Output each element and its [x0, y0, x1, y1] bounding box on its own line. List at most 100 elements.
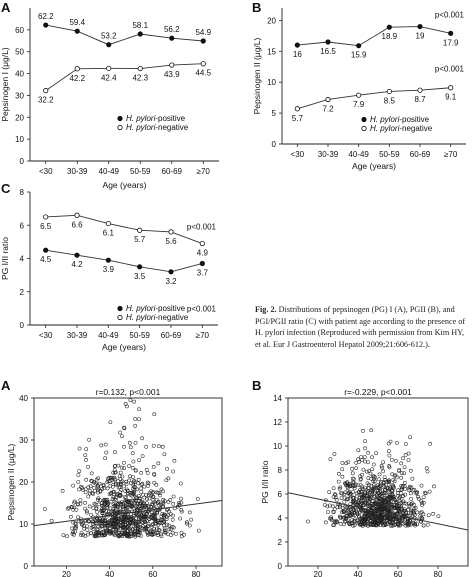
data-point: [294, 106, 300, 112]
scatter-point: [389, 488, 394, 493]
scatter-point: [105, 504, 109, 509]
scatter-point: [342, 515, 346, 520]
plot-frame: [287, 397, 469, 567]
scatter-point: [87, 437, 91, 442]
scatter-point: [381, 490, 386, 495]
scatter-point: [179, 500, 184, 505]
scatter-point: [382, 483, 386, 488]
data-point: [137, 31, 143, 37]
scatter-point: [409, 485, 414, 490]
scatter-point: [331, 510, 336, 514]
data-label: 58.1: [132, 21, 148, 30]
plot-frame: [33, 397, 223, 567]
scatter-point: [122, 466, 126, 470]
scatter-point: [123, 527, 128, 531]
scatter-point: [128, 520, 132, 525]
scatter-point: [107, 476, 112, 480]
data-point: [106, 65, 112, 71]
scatter-point: [152, 480, 157, 485]
scatter-point: [352, 519, 357, 523]
scatter-point: [356, 499, 360, 504]
scatter-point: [116, 485, 121, 490]
scatter-point: [334, 498, 339, 502]
scatter-point: [152, 521, 157, 526]
scatter-point: [343, 490, 348, 495]
scatter-point: [101, 505, 106, 510]
scatter-point: [65, 534, 69, 539]
scatter-point: [155, 533, 160, 537]
scatter-point: [327, 490, 332, 494]
scatter-point: [367, 500, 372, 505]
y-tick-label: 4: [20, 255, 25, 264]
scatter-point: [335, 505, 340, 510]
scatter-point: [389, 509, 394, 514]
scatter-point: [412, 507, 417, 511]
scatter-point: [157, 444, 161, 449]
scatter-point: [419, 510, 424, 514]
scatter-point: [350, 471, 355, 476]
scatter-point: [395, 440, 399, 445]
scatter-point: [139, 489, 144, 494]
scatter-point: [339, 491, 343, 495]
scatter-point: [182, 532, 186, 537]
scatter-point: [110, 512, 115, 517]
scatter-point: [159, 534, 164, 539]
scatter-point: [76, 473, 81, 477]
scatter-point: [81, 521, 85, 525]
p-value-annotation: p<0.001: [435, 65, 465, 74]
scatter-point: [421, 512, 426, 517]
scatter-point: [162, 528, 167, 533]
scatter-point: [132, 514, 136, 518]
scatter-point: [110, 477, 115, 482]
scatter-point: [146, 524, 150, 528]
scatter-point: [113, 450, 117, 455]
scatter-point: [156, 527, 161, 532]
scatter-point: [378, 512, 383, 517]
scatter-point: [129, 516, 134, 521]
scatter-point: [83, 487, 88, 492]
scatter-point: [83, 490, 88, 495]
data-label: 5.7: [134, 235, 146, 244]
scatter-point: [365, 496, 370, 500]
data-label: 3.9: [103, 265, 115, 274]
scatter-point: [388, 485, 392, 490]
scatter-point: [363, 439, 367, 443]
scatter-point: [89, 531, 94, 536]
x-tick-label: 60-69: [410, 150, 431, 159]
scatter-point: [139, 486, 143, 491]
data-label: 42.2: [69, 74, 85, 83]
scatter-point: [116, 533, 121, 538]
data-point: [105, 220, 111, 227]
scatter-point: [178, 481, 183, 486]
data-point: [74, 66, 80, 72]
scatter-point: [118, 430, 122, 435]
scatter-point: [402, 507, 407, 512]
scatter-point: [346, 497, 351, 501]
scatter-point: [356, 520, 361, 525]
caption-label: Fig. 2.: [255, 305, 277, 314]
scatter-point: [155, 526, 159, 531]
x-tick-label: ≥70: [196, 331, 210, 340]
scatter-point: [126, 492, 130, 497]
scatter-point: [394, 459, 398, 463]
scatter-point: [72, 500, 76, 505]
scatter-point: [160, 504, 165, 509]
scatter-point: [390, 523, 395, 528]
scatter-point: [132, 498, 137, 503]
scatter-point: [71, 530, 75, 535]
scatter-point: [150, 523, 155, 527]
panel-label: B: [252, 378, 261, 393]
scatter-point: [387, 453, 392, 458]
scatter-point: [386, 441, 391, 446]
p-value-annotation: p<0.001: [187, 223, 217, 232]
data-label: 19: [416, 32, 425, 41]
data-point: [43, 247, 49, 253]
scatter-point: [342, 515, 347, 520]
scatter-point: [179, 508, 184, 512]
data-point: [199, 240, 205, 247]
scatter-point: [425, 522, 430, 527]
scatter-point: [128, 445, 133, 450]
scatter-point: [354, 460, 358, 465]
scatter-point: [356, 457, 360, 462]
